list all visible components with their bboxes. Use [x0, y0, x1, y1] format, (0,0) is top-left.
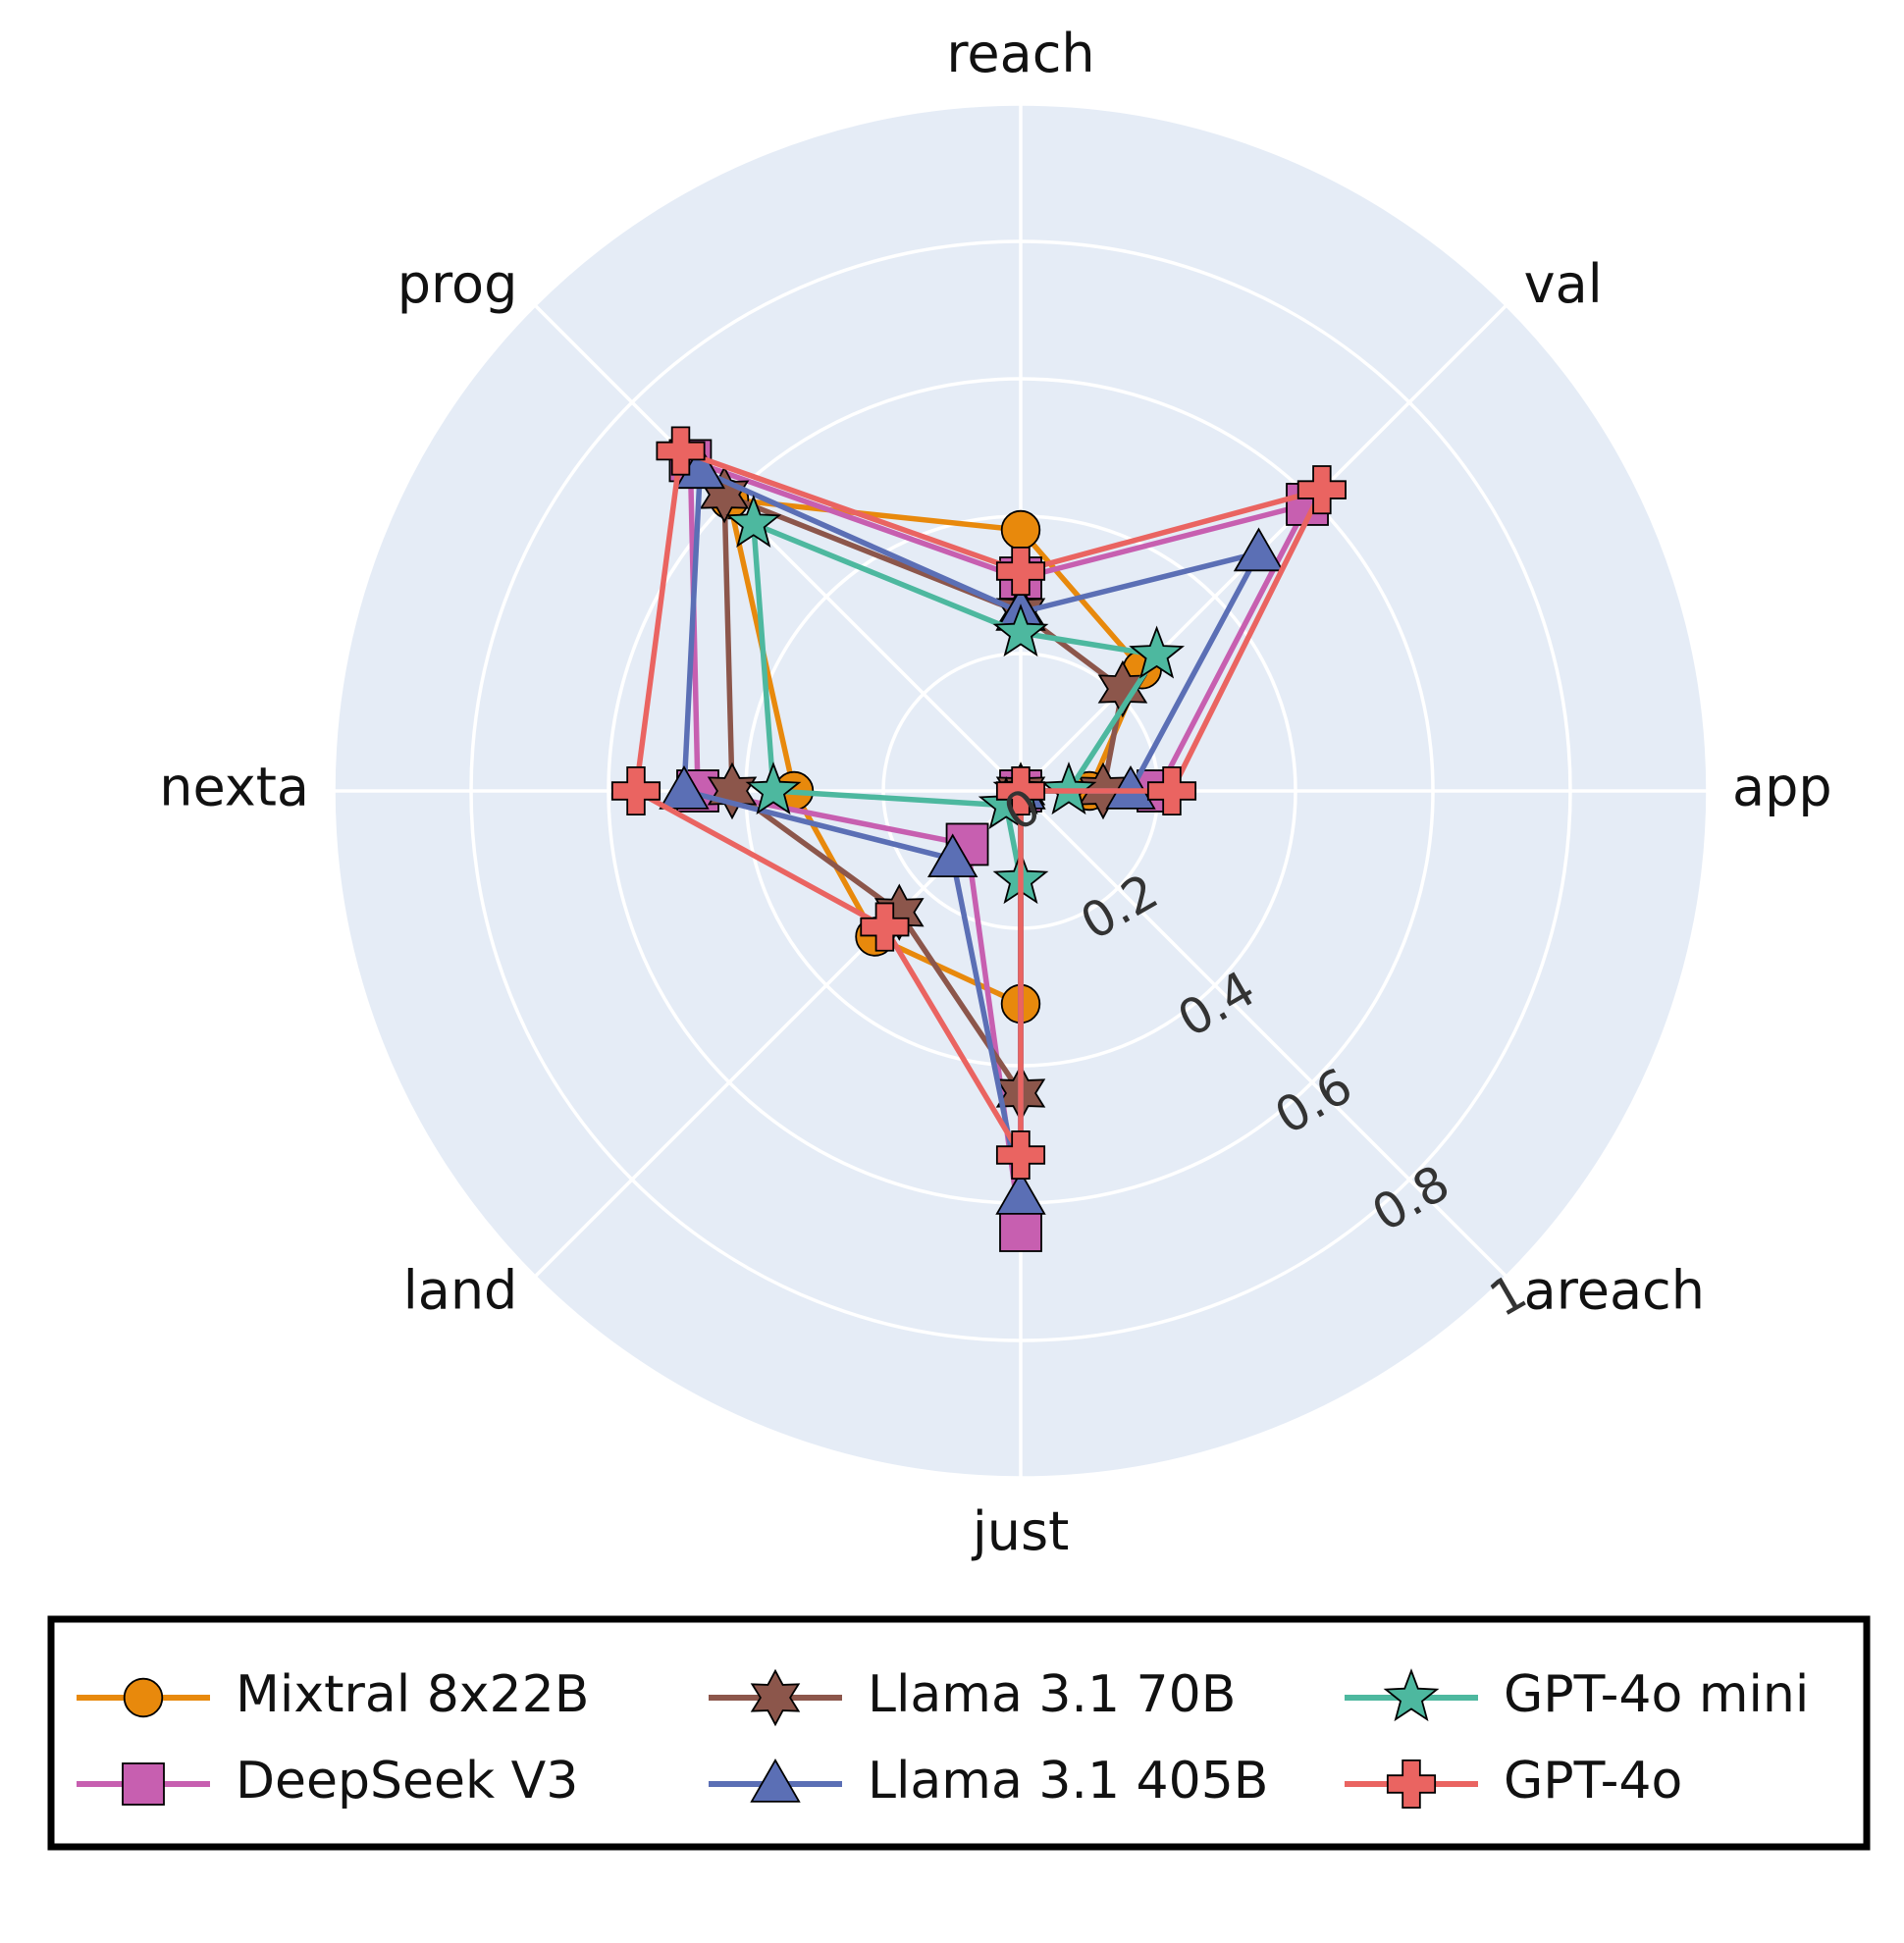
data-point-val — [1129, 625, 1186, 679]
legend-label: DeepSeek V3 — [236, 1752, 578, 1811]
axis-label-val: val — [1524, 253, 1603, 315]
legend-box — [47, 1615, 1871, 1851]
legend-label: GPT-4o — [1504, 1752, 1682, 1811]
legend: Mixtral 8x22B DeepSeek V3 Llama 3.1 70B Lla… — [47, 1615, 1871, 1851]
axis-label-reach: reach — [946, 23, 1094, 84]
data-point-areach — [995, 765, 1046, 816]
legend-marker — [1386, 1759, 1437, 1810]
axis-label-areach: areach — [1524, 1259, 1705, 1321]
legend-item: GPT-4o mini — [1345, 1665, 1809, 1724]
legend-item: GPT-4o — [1345, 1752, 1682, 1811]
data-point-app — [1105, 765, 1156, 810]
axis-label-nexta: nexta — [159, 757, 309, 818]
data-point-nexta — [610, 765, 661, 816]
data-point-nexta — [745, 761, 802, 815]
axis-label-land: land — [403, 1259, 518, 1321]
data-point-val — [1233, 527, 1285, 572]
data-point-prog — [656, 426, 706, 476]
data-point-nexta — [707, 761, 758, 820]
data-point-prog — [725, 494, 782, 548]
data-point-just — [995, 1129, 1046, 1181]
data-point-land — [873, 883, 925, 941]
axis-label-prog: prog — [397, 253, 518, 315]
series-gpt-4o — [610, 426, 1347, 1181]
legend-marker — [750, 1668, 801, 1727]
legend-label: Mixtral 8x22B — [236, 1665, 589, 1724]
legend-label: Llama 3.1 70B — [868, 1665, 1236, 1724]
data-point-land — [926, 833, 978, 878]
data-point-just — [999, 1209, 1042, 1252]
grid-spoke — [533, 303, 1023, 793]
legend-marker — [122, 1762, 165, 1806]
data-point-reach — [992, 604, 1049, 657]
legend-item: DeepSeek V3 — [77, 1752, 578, 1811]
data-point-reach — [995, 546, 1046, 597]
data-point-val — [1296, 465, 1347, 515]
data-point-land — [860, 902, 910, 952]
legend-marker — [123, 1677, 164, 1718]
legend-label: GPT-4o mini — [1504, 1665, 1809, 1724]
data-series — [610, 426, 1347, 1252]
legend-marker — [1383, 1668, 1440, 1722]
legend-item: Mixtral 8x22B — [77, 1665, 589, 1724]
data-point-nexta — [659, 765, 710, 810]
data-point-app — [1146, 765, 1197, 816]
axis-label-app: app — [1732, 757, 1832, 818]
grid-spoke — [1019, 789, 1508, 1279]
legend-item: Llama 3.1 405B — [709, 1752, 1268, 1811]
legend-label: Llama 3.1 405B — [868, 1752, 1268, 1811]
legend-item: Llama 3.1 70B — [709, 1665, 1236, 1727]
axis-label-just: just — [972, 1500, 1070, 1562]
data-point-just — [995, 1171, 1046, 1215]
axis-labels: app areach just land nexta prog reach val — [159, 23, 1831, 1562]
legend-marker — [750, 1759, 801, 1803]
data-point-reach — [1000, 509, 1041, 551]
